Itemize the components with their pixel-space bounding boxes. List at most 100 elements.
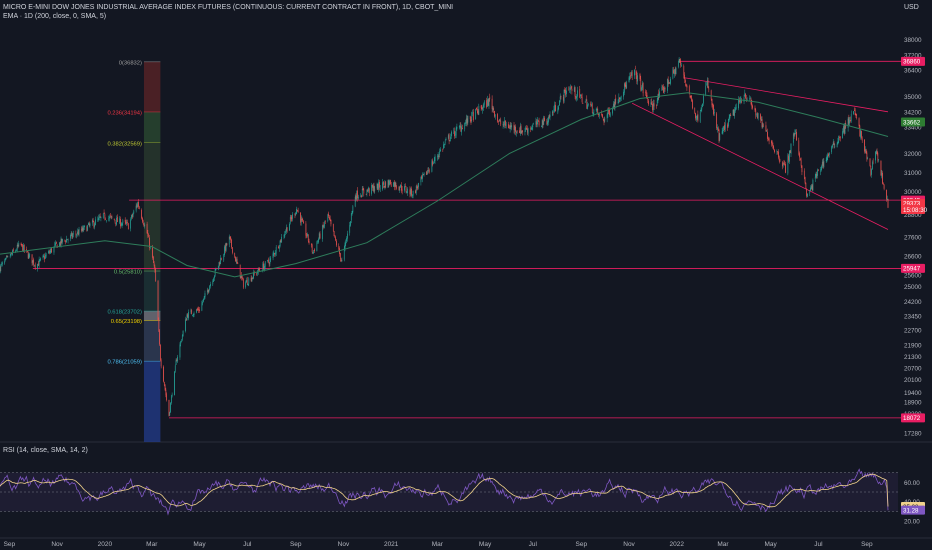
candle: [48, 249, 50, 255]
trend-line[interactable]: [683, 77, 889, 113]
candle: [723, 125, 725, 132]
candle: [559, 93, 561, 103]
candle: [532, 123, 534, 131]
candle: [850, 110, 852, 123]
candle: [527, 127, 529, 137]
candle: [278, 245, 279, 249]
candle: [530, 126, 531, 133]
fib-level-label: 0.5(25810): [114, 270, 142, 276]
candle: [607, 107, 609, 118]
candle: [822, 158, 824, 169]
trend-line[interactable]: [631, 102, 889, 230]
candle: [306, 233, 308, 239]
candle: [776, 149, 778, 155]
candle: [526, 125, 528, 135]
candle: [493, 106, 495, 114]
candle: [354, 194, 356, 208]
candle: [875, 149, 877, 155]
candle: [508, 124, 510, 129]
candle: [828, 152, 830, 158]
candle: [648, 98, 649, 106]
horizontal-lines[interactable]: [32, 60, 901, 419]
candle: [724, 122, 725, 133]
candle: [311, 243, 313, 255]
candle: [533, 122, 534, 125]
candle: [390, 181, 392, 188]
fibonacci-retracement[interactable]: 0(36832) 0.236(34194) 0.382(32569) 0.5(2581…: [107, 60, 161, 442]
candle: [762, 122, 764, 129]
candle: [590, 101, 592, 107]
candle: [491, 95, 493, 113]
candle: [486, 97, 487, 109]
y-tick-label: 34200: [904, 109, 922, 116]
candle: [284, 231, 286, 238]
candle: [880, 160, 882, 176]
ema-legend[interactable]: EMA · 1D (200, close, 0, SMA, 5): [3, 13, 107, 20]
candle: [595, 107, 597, 112]
candle: [242, 277, 244, 290]
candle: [587, 103, 589, 107]
price-tag: 25947: [901, 263, 925, 273]
svg-text:31.28: 31.28: [903, 507, 919, 514]
candle: [850, 116, 851, 123]
candle: [839, 135, 840, 141]
candle: [832, 143, 833, 149]
candle: [820, 166, 822, 176]
candle: [196, 308, 197, 314]
candle: [711, 98, 713, 108]
candle: [426, 170, 427, 176]
candle: [560, 95, 562, 100]
ema-line: [0, 92, 889, 278]
candle: [131, 214, 132, 221]
candle: [21, 243, 23, 247]
candle: [706, 81, 707, 86]
candle: [779, 158, 781, 162]
candle: [608, 107, 610, 115]
candle: [756, 112, 758, 119]
candle: [541, 125, 542, 128]
candle: [411, 186, 412, 198]
candle: [236, 256, 238, 265]
candle: [598, 112, 600, 119]
candle: [592, 112, 594, 117]
candle: [609, 107, 610, 117]
candle: [450, 133, 452, 142]
candle: [521, 130, 523, 134]
candle: [867, 156, 869, 160]
candle: [699, 109, 701, 124]
candle: [119, 216, 121, 225]
candle: [591, 102, 593, 114]
candle: [789, 150, 790, 164]
candle: [881, 169, 883, 179]
candle: [28, 252, 30, 260]
candle: [286, 227, 288, 233]
candle: [6, 255, 8, 258]
candle: [861, 136, 863, 143]
candle: [401, 182, 402, 193]
candle: [196, 307, 198, 312]
candle: [575, 95, 577, 101]
candle: [71, 231, 73, 239]
candle: [522, 129, 523, 136]
candle: [37, 263, 38, 272]
price-tag: 31.28: [901, 505, 925, 515]
candle: [667, 76, 669, 87]
trend-channel[interactable]: [631, 77, 889, 230]
candle: [313, 250, 315, 255]
candle: [684, 72, 685, 83]
candle: [281, 233, 283, 243]
candle: [494, 110, 495, 118]
candle: [170, 402, 171, 413]
candle: [394, 181, 396, 188]
candle: [585, 98, 587, 102]
y-tick-label: 30000: [904, 189, 922, 196]
candle: [657, 93, 659, 104]
candle: [856, 113, 858, 120]
candle: [18, 240, 20, 248]
candle: [45, 252, 47, 258]
candle: [738, 96, 739, 111]
candle: [703, 93, 704, 106]
candle: [530, 126, 532, 131]
rsi-legend[interactable]: RSI (14, close, SMA, 14, 2): [3, 447, 88, 454]
